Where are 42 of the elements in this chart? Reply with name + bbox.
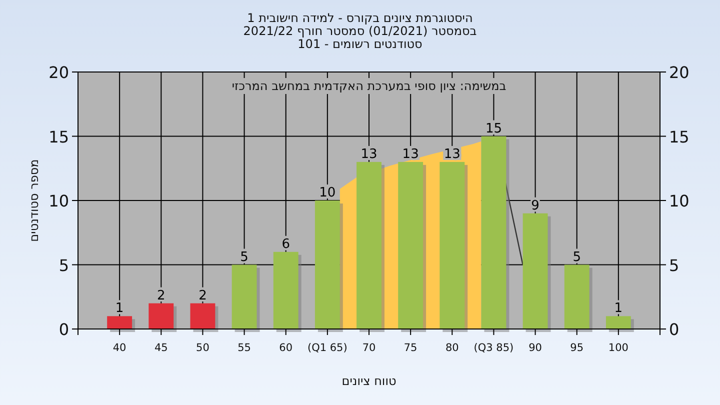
x-tick-label: 45: [154, 342, 168, 354]
data-label: 1: [115, 301, 124, 316]
x-tick-label: 75: [404, 342, 418, 354]
annotation: במשימה: ציון סופי במערכת האקדמית במחשב המרכזי: [232, 79, 506, 93]
data-label: 13: [360, 146, 378, 162]
data-label: 2: [157, 288, 166, 304]
y-tick-label: 0: [58, 320, 69, 339]
text: סטודנטים רשומים - 101: [298, 37, 422, 51]
y-tick-label: 20: [48, 63, 69, 82]
y-tick-label: 5: [58, 256, 69, 275]
y2-tick-label: 0: [669, 320, 680, 339]
x-tick-label: 70: [362, 342, 376, 354]
x-tick-label: 100: [608, 342, 628, 354]
data-label: 5: [240, 250, 248, 265]
data-label: 6: [282, 236, 290, 252]
y-tick-label: 10: [48, 192, 69, 210]
data-label: 10: [319, 186, 336, 200]
data-label: 9: [531, 198, 540, 214]
y-tick-label: 15: [48, 127, 69, 146]
x-tick-label: 40: [112, 342, 126, 354]
x-tick-label: (Q1 65): [308, 342, 348, 354]
y2-tick-label: 15: [669, 127, 690, 146]
y-axis-title: מספר סטודנטים: [27, 159, 41, 242]
y2-tick-label: 5: [669, 256, 680, 275]
chart-title: היסטוגרמת ציונים בקורס - למידה חישובית 1: [247, 11, 473, 25]
x-tick-label: 55: [238, 342, 251, 354]
data-label: 2: [198, 288, 207, 304]
y2-tick-label: 20: [669, 63, 690, 82]
data-label: 1: [614, 301, 623, 316]
x-tick-label: 50: [196, 342, 210, 354]
x-axis-title: טווח ציונים: [342, 374, 396, 388]
text: בסמסטר (01/2021) סמסטר חורף 2021/22: [243, 24, 477, 38]
data-label: 13: [402, 146, 419, 162]
x-tick-label: 60: [279, 342, 293, 354]
data-label: 5: [572, 250, 581, 265]
data-label: 15: [485, 121, 502, 136]
x-tick-label: 80: [445, 342, 459, 354]
x-tick-label: (Q3 85): [474, 342, 514, 354]
x-tick-label: 95: [570, 342, 584, 354]
data-label: 13: [444, 146, 460, 162]
x-tick-label: 90: [528, 342, 542, 354]
y2-tick-label: 10: [669, 192, 690, 210]
